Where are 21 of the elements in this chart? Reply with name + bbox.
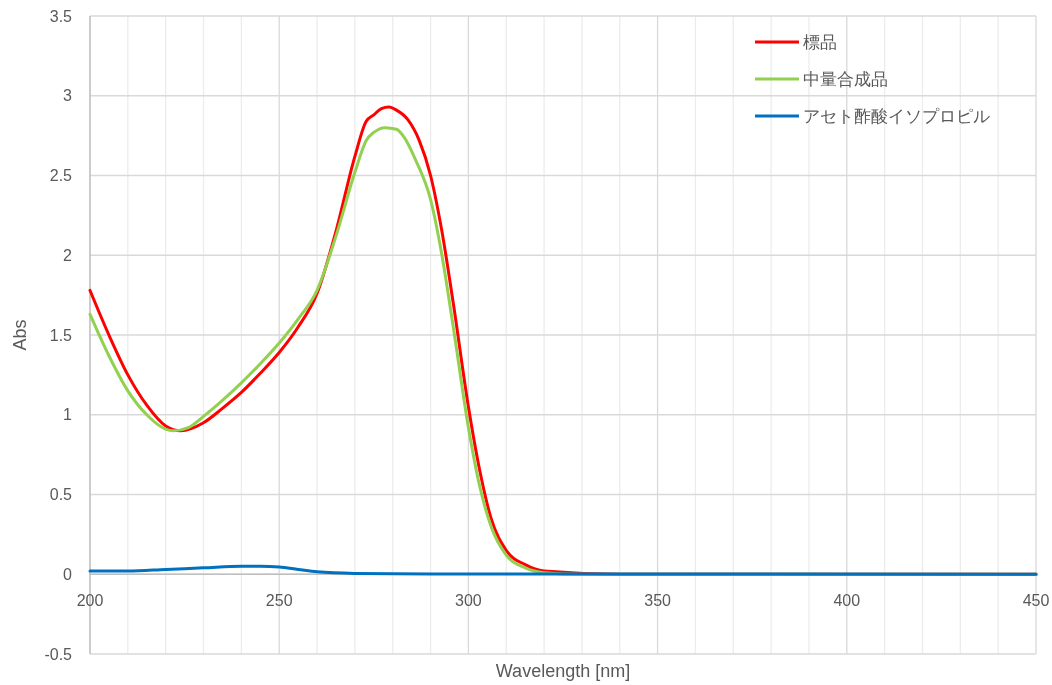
y-tick-label: 3.5 xyxy=(49,7,73,25)
y-tick-label: 0.5 xyxy=(49,486,73,504)
x-tick-label: 200 xyxy=(76,592,104,610)
y-axis-title: Abs xyxy=(10,319,30,351)
y-tick-label: 1.5 xyxy=(49,326,73,344)
y-tick-label: 3 xyxy=(63,87,73,105)
x-axis-title: Wavelength [nm] xyxy=(495,661,631,681)
y-tick-label: 2.5 xyxy=(49,167,73,185)
legend-label: 標品 xyxy=(803,32,837,52)
x-tick-label: 250 xyxy=(265,592,293,610)
y-tick-label: 0 xyxy=(63,565,73,583)
x-tick-label: 350 xyxy=(644,592,672,610)
y-tick-label: 1 xyxy=(63,406,73,424)
legend-label: 中量合成品 xyxy=(803,69,888,89)
y-tick-label: 2 xyxy=(63,246,73,264)
line-series xyxy=(88,564,1038,576)
x-tick-label: 400 xyxy=(833,592,861,610)
legend-label: アセト酢酸イソプロピル xyxy=(803,106,990,126)
y-tick-label: -0.5 xyxy=(44,645,73,663)
x-tick-label: 300 xyxy=(455,592,482,610)
x-tick-label: 450 xyxy=(1022,592,1050,610)
